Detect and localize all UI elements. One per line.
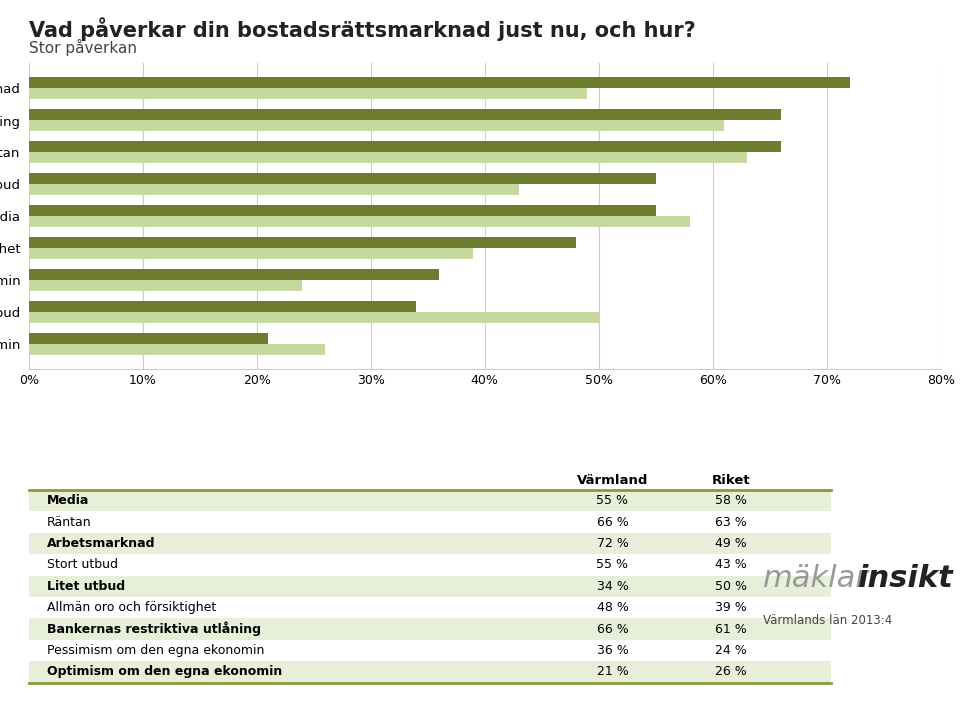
Text: 43 %: 43 % bbox=[715, 559, 747, 571]
FancyBboxPatch shape bbox=[29, 597, 831, 618]
Bar bbox=[29, 312, 599, 323]
Text: 39 %: 39 % bbox=[715, 601, 747, 614]
Bar bbox=[29, 141, 781, 152]
Bar bbox=[29, 268, 440, 280]
Text: 72 %: 72 % bbox=[596, 537, 629, 550]
FancyBboxPatch shape bbox=[29, 511, 831, 533]
Text: Arbetsmarknad: Arbetsmarknad bbox=[47, 537, 156, 550]
Text: Stort utbud: Stort utbud bbox=[47, 559, 118, 571]
Text: 55 %: 55 % bbox=[596, 494, 629, 507]
Text: Optimism om den egna ekonomin: Optimism om den egna ekonomin bbox=[47, 665, 282, 679]
Text: 63 %: 63 % bbox=[715, 515, 747, 529]
FancyBboxPatch shape bbox=[29, 533, 831, 554]
Text: 66 %: 66 % bbox=[596, 622, 629, 636]
FancyBboxPatch shape bbox=[29, 490, 831, 511]
Bar bbox=[29, 109, 781, 120]
Bar bbox=[29, 120, 724, 131]
Text: Allmän oro och försiktighet: Allmän oro och försiktighet bbox=[47, 601, 216, 614]
Text: 49 %: 49 % bbox=[715, 537, 747, 550]
Bar bbox=[29, 301, 417, 312]
Text: mäklar: mäklar bbox=[763, 564, 869, 593]
Bar bbox=[29, 88, 588, 100]
Text: Pessimism om den egna ekonomin: Pessimism om den egna ekonomin bbox=[47, 644, 264, 657]
Bar bbox=[29, 248, 473, 259]
FancyBboxPatch shape bbox=[29, 554, 831, 576]
Bar bbox=[29, 205, 656, 216]
Text: insikt: insikt bbox=[857, 564, 953, 593]
Text: Riket: Riket bbox=[711, 474, 751, 486]
Text: 55 %: 55 % bbox=[596, 559, 629, 571]
Text: 66 %: 66 % bbox=[596, 515, 629, 529]
Text: Stor påverkan: Stor påverkan bbox=[29, 39, 137, 55]
Bar bbox=[29, 173, 656, 184]
Text: Värmland: Värmland bbox=[577, 474, 648, 486]
Text: 48 %: 48 % bbox=[596, 601, 629, 614]
Text: 61 %: 61 % bbox=[715, 622, 747, 636]
Text: Litet utbud: Litet utbud bbox=[47, 580, 125, 593]
Text: 26 %: 26 % bbox=[715, 665, 747, 679]
Bar bbox=[29, 152, 747, 163]
Bar bbox=[29, 343, 325, 355]
Text: Värmlands län 2013:4: Värmlands län 2013:4 bbox=[763, 614, 893, 627]
FancyBboxPatch shape bbox=[29, 618, 831, 640]
Text: 24 %: 24 % bbox=[715, 644, 747, 657]
Text: 36 %: 36 % bbox=[596, 644, 629, 657]
Bar bbox=[29, 333, 268, 343]
FancyBboxPatch shape bbox=[29, 576, 831, 597]
Bar bbox=[29, 237, 576, 248]
Text: 50 %: 50 % bbox=[715, 580, 747, 593]
Text: Räntan: Räntan bbox=[47, 515, 91, 529]
Text: Media: Media bbox=[47, 494, 89, 507]
FancyBboxPatch shape bbox=[29, 640, 831, 661]
Text: 58 %: 58 % bbox=[715, 494, 747, 507]
Text: 34 %: 34 % bbox=[596, 580, 629, 593]
Text: 21 %: 21 % bbox=[596, 665, 629, 679]
Bar bbox=[29, 280, 302, 291]
Text: Bankernas restriktiva utlåning: Bankernas restriktiva utlåning bbox=[47, 622, 261, 637]
Bar bbox=[29, 77, 850, 88]
Bar bbox=[29, 184, 519, 196]
FancyBboxPatch shape bbox=[29, 661, 831, 683]
Text: Vad påverkar din bostadsrättsmarknad just nu, och hur?: Vad påverkar din bostadsrättsmarknad jus… bbox=[29, 18, 696, 41]
Bar bbox=[29, 216, 690, 227]
